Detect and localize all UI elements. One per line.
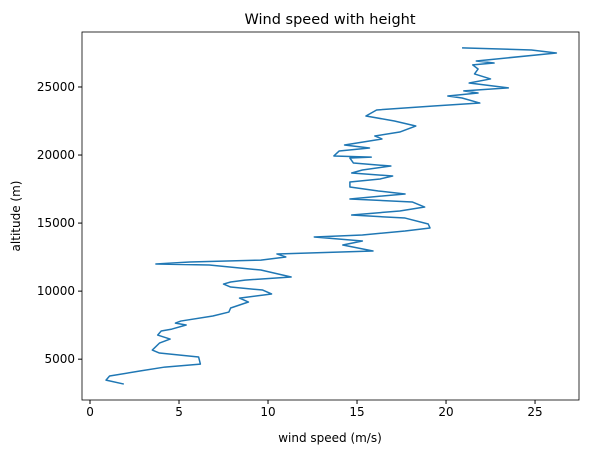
x-tick-label: 5 (175, 405, 183, 419)
y-axis-label: altitude (m) (9, 181, 23, 252)
plot-frame (81, 31, 580, 401)
x-tick-label: 25 (527, 405, 542, 419)
x-tick-label: 0 (86, 405, 94, 419)
x-tick-label: 15 (349, 405, 364, 419)
x-axis-label: wind speed (m/s) (278, 431, 382, 445)
data-line (105, 47, 558, 385)
y-tick-label: 25000 (37, 80, 75, 94)
y-tick-label: 15000 (37, 216, 75, 230)
y-tick-label: 5000 (44, 352, 75, 366)
x-tick-label: 20 (438, 405, 453, 419)
y-tick-label: 20000 (37, 148, 75, 162)
x-tick-label: 10 (260, 405, 275, 419)
chart-title: Wind speed with height (244, 12, 415, 28)
y-tick-label: 10000 (37, 284, 75, 298)
